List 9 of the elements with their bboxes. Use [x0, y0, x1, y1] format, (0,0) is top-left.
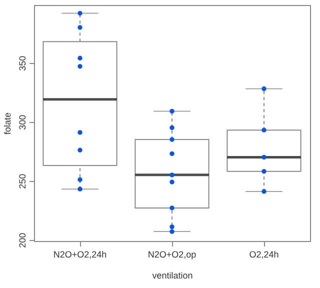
x-tick-label: O2,24h — [249, 250, 279, 260]
y-axis-title: folate — [2, 112, 12, 135]
y-tick-label: 350 — [18, 56, 28, 71]
x-tick-label: N2O+O2,op — [148, 250, 196, 260]
x-axis-title: ventilation — [152, 270, 193, 280]
y-tick-label: 250 — [18, 174, 28, 189]
y-tick-label: 300 — [18, 114, 28, 130]
x-tick-label: N2O+O2,24h — [53, 250, 107, 260]
y-tick-label: 200 — [18, 232, 28, 248]
